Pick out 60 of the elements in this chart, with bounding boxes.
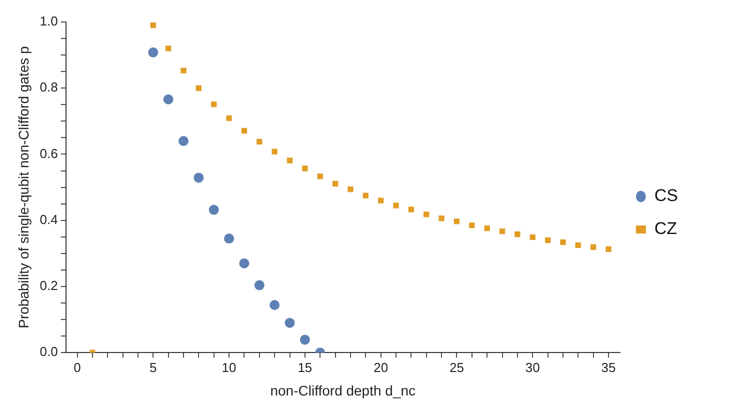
point: [241, 128, 248, 134]
point: [166, 46, 172, 52]
y-tick-label: 0.0: [40, 344, 58, 360]
point: [163, 94, 174, 104]
point: [484, 225, 490, 232]
point: [226, 115, 232, 122]
legend-label: CZ: [654, 219, 678, 238]
x-tick-label: 0: [74, 360, 81, 375]
x-axis-title: non-Clifford depth d_nc: [270, 382, 416, 398]
point: [575, 242, 581, 248]
point: [499, 228, 506, 234]
x-tick-label: 5: [150, 360, 157, 375]
point: [590, 244, 596, 250]
y-tick-label: 0.2: [40, 278, 58, 294]
point: [469, 222, 475, 228]
y-tick-label: 0.4: [40, 212, 58, 227]
point: [300, 334, 310, 345]
point: [332, 180, 338, 186]
point: [150, 22, 156, 28]
y-tick-label: 0.6: [40, 146, 58, 161]
point: [272, 148, 278, 154]
point: [317, 174, 323, 180]
legend-label: CS: [654, 186, 678, 206]
point: [514, 231, 520, 238]
point: [348, 186, 354, 192]
y-axis-title: Probability of single-qubit non-Clifford gates p: [15, 46, 32, 328]
point: [284, 318, 295, 328]
point: [302, 166, 308, 172]
point: [239, 258, 250, 268]
point: [196, 85, 202, 91]
point: [408, 206, 414, 212]
point: [393, 202, 399, 208]
point: [560, 239, 566, 246]
x-tick-label: 30: [525, 360, 540, 375]
point: [606, 246, 612, 252]
point: [194, 172, 204, 183]
x-tick-label: 15: [298, 360, 312, 375]
point: [438, 216, 444, 222]
point: [178, 136, 189, 146]
x-tick-label: 10: [222, 360, 236, 375]
point: [362, 192, 368, 198]
point: [208, 204, 219, 215]
point: [224, 234, 234, 244]
point: [254, 280, 264, 290]
y-tick-label: 1.0: [40, 14, 58, 29]
point: [424, 212, 430, 218]
point: [286, 158, 293, 164]
point: [180, 68, 186, 74]
x-tick-label: 20: [374, 360, 388, 375]
x-tick-label: 35: [601, 360, 616, 375]
point: [530, 234, 536, 240]
point: [148, 47, 158, 58]
point: [211, 101, 217, 108]
point: [454, 218, 460, 224]
point: [378, 198, 384, 204]
y-tick-label: 0.8: [40, 80, 58, 95]
point: [544, 237, 551, 244]
point: [256, 138, 262, 145]
x-tick-label: 25: [449, 360, 464, 375]
point: [270, 300, 280, 310]
